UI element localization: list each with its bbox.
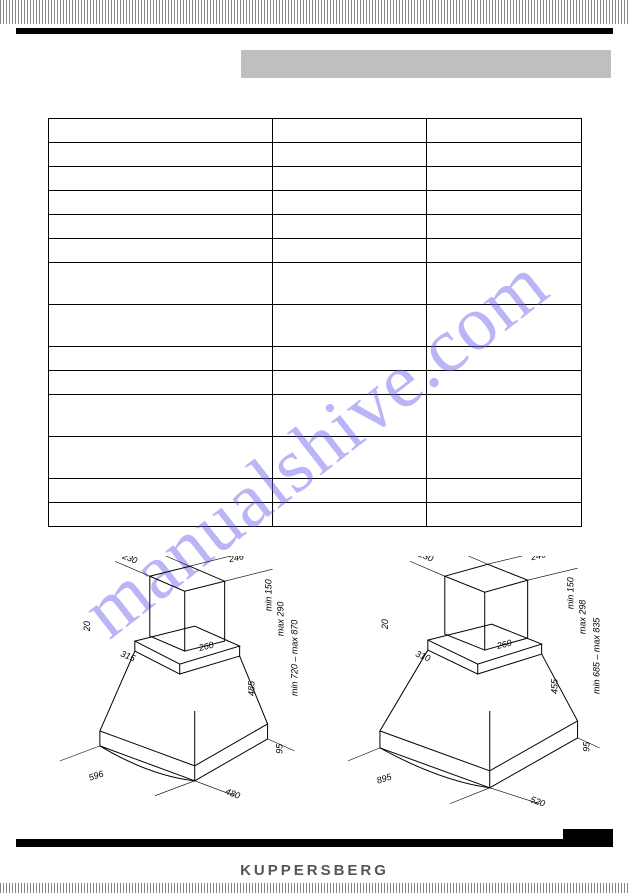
table-cell bbox=[272, 119, 427, 143]
dim-side-h: 20 bbox=[379, 619, 389, 630]
table-cell bbox=[49, 479, 273, 503]
table-cell bbox=[427, 347, 582, 371]
dim-base-w: 895 bbox=[375, 771, 393, 785]
table-cell bbox=[272, 167, 427, 191]
dim-total: min 720 – max 870 bbox=[290, 620, 300, 696]
dim-top-w: 246 bbox=[529, 556, 547, 562]
dim-top-d: 230 bbox=[416, 556, 435, 564]
dim-base-w: 596 bbox=[87, 769, 104, 783]
dim-foot-h: 95 bbox=[581, 741, 591, 752]
table-cell bbox=[272, 143, 427, 167]
dim-inner-d: 260 bbox=[494, 638, 512, 652]
dim-base-d: 520 bbox=[528, 794, 545, 809]
table-cell bbox=[49, 371, 273, 395]
table-cell bbox=[49, 395, 273, 437]
table-cell bbox=[272, 479, 427, 503]
table-cell bbox=[427, 191, 582, 215]
table-cell bbox=[49, 191, 273, 215]
dim-top-w: 246 bbox=[227, 556, 245, 564]
brand-footer: KUPPERSBERG bbox=[0, 862, 629, 879]
dim-side-h: 20 bbox=[82, 621, 92, 632]
dim-shaft-min: min 150 bbox=[264, 579, 274, 611]
dim-shaft-max: max 298 bbox=[577, 600, 587, 634]
table-cell bbox=[49, 305, 273, 347]
top-rule bbox=[16, 28, 613, 34]
table-cell bbox=[49, 143, 273, 167]
table-cell bbox=[272, 395, 427, 437]
table-cell bbox=[427, 305, 582, 347]
table-cell bbox=[427, 263, 582, 305]
table-cell bbox=[272, 191, 427, 215]
table-cell bbox=[49, 347, 273, 371]
table-cell bbox=[427, 215, 582, 239]
table-cell bbox=[49, 437, 273, 479]
table-cell bbox=[49, 215, 273, 239]
dim-top-d: 230 bbox=[120, 556, 139, 566]
top-hatching bbox=[0, 0, 629, 24]
table-cell bbox=[49, 503, 273, 527]
diagram-right: 246 230 20 310 260 455 min 150 max 298 m… bbox=[340, 556, 610, 816]
table-cell bbox=[427, 167, 582, 191]
page-corner bbox=[563, 829, 613, 847]
table-cell bbox=[49, 239, 273, 263]
dim-total: min 685 – max 835 bbox=[591, 617, 601, 694]
grey-header-bar bbox=[241, 50, 611, 78]
table-cell bbox=[49, 167, 273, 191]
table-cell bbox=[272, 263, 427, 305]
bottom-rule bbox=[16, 839, 613, 847]
table-cell bbox=[272, 371, 427, 395]
table-cell bbox=[272, 239, 427, 263]
dim-shaft-max: max 290 bbox=[276, 602, 286, 636]
table-cell bbox=[272, 347, 427, 371]
table-cell bbox=[49, 263, 273, 305]
table-cell bbox=[427, 479, 582, 503]
table-cell bbox=[427, 437, 582, 479]
bottom-hatching bbox=[0, 883, 629, 893]
table-cell bbox=[427, 119, 582, 143]
table-cell bbox=[427, 503, 582, 527]
dim-base-d: 480 bbox=[224, 786, 241, 801]
diagrams-row: 246 230 20 315 260 485 min 150 max 290 m… bbox=[40, 556, 609, 816]
table-cell bbox=[427, 143, 582, 167]
table-cell bbox=[272, 503, 427, 527]
table-cell bbox=[272, 215, 427, 239]
table-cell bbox=[49, 119, 273, 143]
spec-table bbox=[48, 118, 582, 527]
dim-foot-h: 95 bbox=[275, 743, 285, 754]
dim-body-h: 485 bbox=[247, 680, 257, 696]
table-cell bbox=[427, 239, 582, 263]
dim-inner-d: 260 bbox=[197, 640, 215, 654]
table-cell bbox=[272, 305, 427, 347]
dim-body-h: 455 bbox=[549, 678, 559, 694]
table-cell bbox=[427, 395, 582, 437]
table-cell bbox=[427, 371, 582, 395]
table bbox=[48, 118, 582, 527]
table-cell bbox=[272, 437, 427, 479]
dim-shaft-min: min 150 bbox=[565, 577, 575, 609]
diagram-left: 246 230 20 315 260 485 min 150 max 290 m… bbox=[40, 556, 310, 816]
